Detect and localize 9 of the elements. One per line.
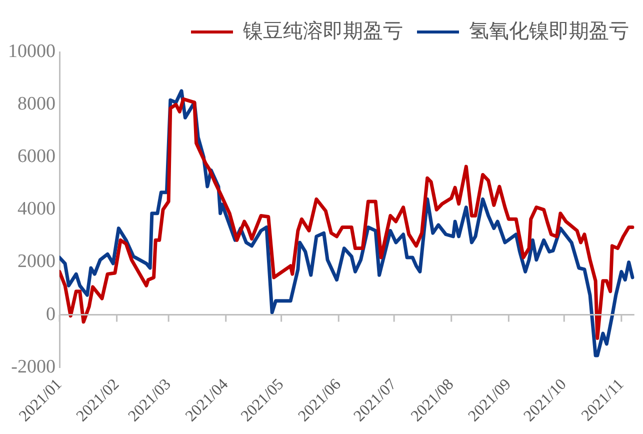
y-tick-label: 4000: [18, 198, 56, 220]
y-tick-label: -2000: [11, 356, 56, 378]
y-tick-label: 8000: [18, 94, 56, 115]
y-tick-label: 10000: [8, 40, 56, 62]
legend-label: 镍豆纯溶即期盈亏: [242, 20, 403, 42]
y-tick-label: 0: [46, 304, 56, 325]
legend-label: 氢氧化镍即期盈亏: [469, 20, 629, 42]
y-tick-label: 2000: [18, 251, 56, 272]
y-tick-label: 6000: [18, 146, 56, 168]
